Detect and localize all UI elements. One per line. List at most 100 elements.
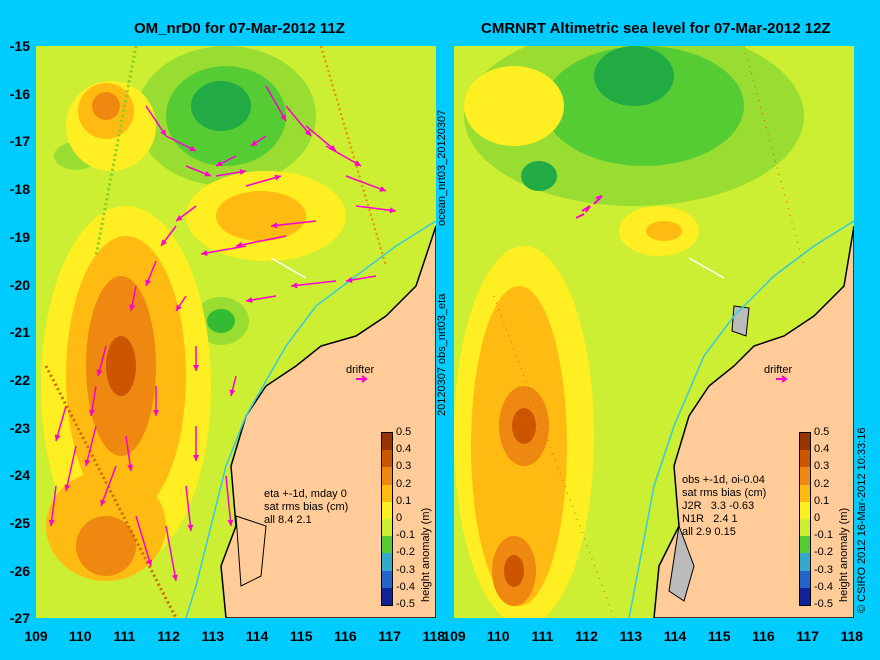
longitude-tick-label: 115 [289,628,313,644]
latitude-tick-label: -24 [9,467,30,484]
high-anomaly-west-core [512,408,536,444]
longitude-tick-label: 109 [442,628,466,644]
velocity-arrow [345,175,387,192]
latitude-tick-label: -26 [9,562,30,579]
velocity-arrow [65,445,77,492]
longitude-tick-label: 114 [663,628,687,644]
velocity-arrow-head [193,365,199,371]
colorbar-tick-label: -0.4 [396,580,415,593]
velocity-arrow-head [354,160,361,166]
low-anomaly-eddy-core [207,309,235,333]
latitude-tick-label: -18 [9,181,30,198]
colorbar-tick-label: -0.1 [814,529,833,542]
colorbar-tick-label: 0.3 [396,460,412,473]
velocity-arrow-head [229,389,236,396]
longitude-tick-label: 112 [157,628,180,644]
longitude-tick-label: 118 [422,628,446,644]
velocity-arrow-head [84,459,91,466]
latitude-tick-label: -20 [9,276,30,293]
latitude-tick-label: -16 [9,85,30,102]
rms-note-line: sat rms bias (cm) [682,487,767,499]
high-anomaly-center [216,191,306,241]
latitude-tick-label: -22 [9,371,30,388]
longitude-tick-label: 110 [486,628,510,644]
velocity-arrow [290,280,337,287]
colorbar-tick-label: 0.2 [814,477,830,490]
velocity-arrow-head [187,524,194,531]
velocity-arrow-head [193,455,199,461]
velocity-arrow [145,105,167,137]
rms-note-line: sat rms bias (cm) [264,501,349,513]
rms-note-line: all 2.9 0.15 [682,526,736,538]
colorbar-tick-label: -0.2 [814,546,833,559]
high-anomaly-center-core [646,221,682,241]
colorbar-tick-label: 0.4 [814,443,830,456]
drifter-cluster [575,195,603,219]
right-altimetry-map: drifter obs +-1d, oi-0.04 sat rms bias (c… [454,26,855,626]
longitude-tick-label: 111 [531,628,554,644]
velocity-arrow [270,220,317,227]
high-anomaly-west-core [106,336,136,396]
shelf-contour [185,220,437,619]
velocity-arrow-head [160,129,166,136]
drifter-marker [356,375,368,383]
velocity-arrow [135,515,152,567]
rms-note-line: J2R 3.3 -0.63 [682,500,755,512]
satellite-track-2 [44,365,178,619]
longitude-tick-label: 109 [24,628,48,644]
velocity-arrow-head [145,279,152,286]
shark-bay-peninsula [235,515,267,587]
velocity-arrow-head [379,186,386,192]
velocity-arrow-head [129,304,136,311]
latitude-tick-label: -23 [9,419,30,436]
velocity-arrow [165,525,177,582]
longitude-tick-label: 115 [707,628,731,644]
velocity-arrow [305,125,337,152]
latitude-tick-label: -15 [9,38,30,54]
longitude-tick-label: 114 [245,628,269,644]
longitude-tick-label: 112 [575,628,598,644]
shallow-shelf [668,524,695,602]
velocity-arrow [225,475,232,527]
left-model-map: drifter eta +-1d, mday 0 sat rms bias (cm… [36,45,437,619]
velocity-arrow-head [189,145,196,151]
high-anomaly-south-core [504,555,524,587]
colorbar-tick-label: -0.1 [396,529,415,542]
high-anomaly-nw-core [92,92,120,120]
velocity-arrow-head [216,160,223,166]
rms-note-line: all 8.4 2.1 [264,514,312,526]
velocity-arrow-head [239,169,246,175]
rms-note-line: obs +-1d, oi-0.04 [682,474,765,486]
right-map-canvas [454,26,855,626]
velocity-arrow-head [176,215,183,221]
left-drifter-label: drifter [346,364,375,376]
velocity-arrow-head [100,499,106,506]
colorbar-tick-label: -0.3 [814,563,833,576]
longitude-tick-label: 110 [68,628,92,644]
colorbar-tick-label: 0.4 [396,443,412,456]
latitude-tick-label: -19 [9,228,30,245]
velocity-arrow [285,105,312,137]
velocity-arrow-head [291,282,298,289]
velocity-arrow-head [227,519,234,526]
velocity-arrow-head [146,559,153,566]
rms-note-line: N1R 2.4 1 [682,513,738,525]
colorbar-tick-label: 0 [814,512,821,524]
colorbar-tick-label: -0.5 [396,598,415,610]
colorbar-strip [381,432,393,606]
longitude-tick-label: 117 [378,628,401,644]
right-rms-notes: obs +-1d, oi-0.04 sat rms bias (cm) J2R 3.… [682,474,766,539]
colorbar-tick-label: 0 [396,512,403,524]
colorbar-tick-label: -0.4 [814,580,833,593]
satellite-track-1 [94,45,138,257]
longitude-tick-label: 118 [840,628,864,644]
shelf-contour [628,220,855,619]
colorbar-label: height anomaly (m) [838,507,850,602]
colorbar-tick-label: 0.5 [814,426,830,438]
right-map-title: CMRNRT Altimetric sea level for 07-Mar-2… [481,20,831,37]
velocity-arrow-head [246,297,253,303]
latitude-tick-label: -27 [9,610,30,627]
high-anomaly-nw [464,66,564,146]
drifter-track [688,257,725,279]
latitude-tick-label: -21 [9,324,30,341]
